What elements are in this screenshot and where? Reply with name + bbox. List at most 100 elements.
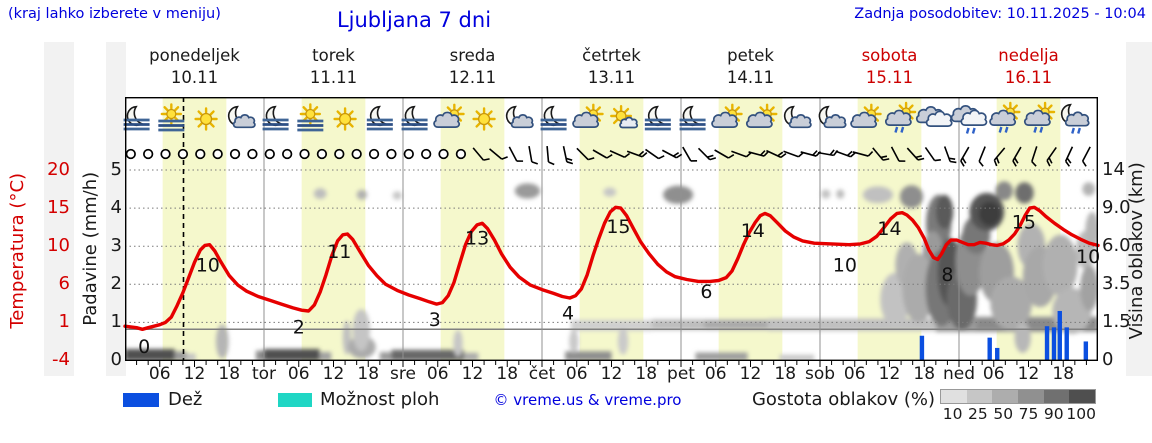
last-update: Zadnja posodobitev: 10.11.2025 - 10:04 — [854, 6, 1146, 22]
precip-tick: 1 — [110, 311, 122, 332]
svg-text:10: 10 — [196, 254, 220, 276]
temp-tick: 20 — [47, 159, 70, 180]
svg-text:10: 10 — [1076, 246, 1100, 268]
weather-icon-moon-fog — [679, 105, 706, 131]
cloudcover-legend-label: Gostota oblakov (%) — [751, 389, 935, 410]
weather-icon-sun-cloud — [572, 103, 604, 128]
weather-icon-sun-cloud-rain — [989, 101, 1021, 133]
temp-tick: -4 — [52, 349, 70, 370]
svg-text:0: 0 — [138, 336, 150, 358]
precip-tick: 3 — [110, 235, 122, 256]
x-day-label: čet — [528, 364, 556, 384]
temp-tick: 1 — [58, 311, 70, 332]
x-day-label: tor — [251, 364, 277, 384]
weather-icon-sun — [333, 107, 357, 131]
weather-icon-sun-cloud-rain — [1024, 101, 1056, 133]
svg-text:14: 14 — [877, 218, 901, 240]
cloudcover-gradient-bar — [940, 389, 1096, 404]
x-day-label: sre — [390, 364, 416, 384]
day-name-sreda: sreda — [449, 46, 496, 65]
day-date-nedelja: 16.11 — [1004, 68, 1053, 87]
day-name-petek: petek — [727, 46, 774, 65]
gradient-step — [941, 390, 967, 403]
weather-icon-moon-cloud — [227, 105, 256, 129]
svg-text:14: 14 — [741, 220, 765, 242]
gradient-value: 25 — [968, 405, 988, 423]
rain-legend-label: Dež — [168, 389, 203, 410]
x-day-label: ned — [942, 364, 976, 384]
x-hour-label: 12 — [322, 364, 345, 384]
weather-icon-cloud-rain — [950, 105, 988, 134]
gradient-value: 75 — [1018, 405, 1039, 423]
weather-icon-moon-fog — [123, 105, 150, 131]
x-hour-label: 06 — [843, 364, 866, 384]
weather-icon-moon-cloud — [505, 105, 534, 129]
gradient-value: 90 — [1043, 405, 1064, 423]
x-hour-label: 06 — [704, 364, 727, 384]
svg-text:15: 15 — [606, 216, 630, 238]
day-name-torek: torek — [312, 46, 355, 65]
x-hour-label: 18 — [635, 364, 658, 384]
temp-tick: 10 — [47, 235, 70, 256]
temp-tick: 15 — [47, 197, 70, 218]
weather-icon-sun-cloud-rain — [885, 101, 917, 133]
weather-icon-moon-fog — [644, 105, 671, 131]
gradient-value: 100 — [1066, 405, 1096, 423]
weather-icon-moon-fog — [262, 105, 289, 131]
weather-icon-sun-cloud-small — [610, 104, 639, 129]
x-hour-label: 12 — [600, 364, 623, 384]
x-hour-label: 12 — [461, 364, 484, 384]
weather-icon-moon-cloud — [783, 105, 812, 129]
x-hour-label: 06 — [565, 364, 588, 384]
gradient-step — [1018, 390, 1044, 403]
weather-icon-sun — [194, 107, 218, 131]
svg-text:10: 10 — [833, 254, 857, 276]
precip-tick: 2 — [110, 273, 122, 294]
day-name-sobota: sobota — [861, 46, 918, 65]
day-name-četrtek: četrtek — [582, 46, 641, 65]
gradient-step — [1069, 390, 1096, 403]
weather-icon-sun-cloud — [711, 103, 743, 128]
svg-text:8: 8 — [941, 264, 953, 286]
weather-icon-moon-fog — [540, 105, 567, 131]
x-day-label: sob — [804, 364, 836, 384]
weather-icon-sun-cloud — [850, 103, 882, 128]
cloudheight-tick: 6.0 — [1102, 235, 1131, 256]
weather-icon-sun-fog — [158, 103, 185, 132]
day-date-sobota: 15.11 — [865, 68, 914, 87]
cloudheight-tick: 3.5 — [1102, 273, 1131, 294]
weather-icon-sun-cloud — [433, 103, 465, 128]
x-hour-label: 12 — [1017, 364, 1040, 384]
x-hour-label: 12 — [739, 364, 762, 384]
gradient-step — [966, 390, 993, 403]
x-hour-label: 18 — [357, 364, 380, 384]
showers-legend-label: Možnost ploh — [320, 389, 440, 410]
svg-text:15: 15 — [1012, 212, 1036, 234]
gradient-value: 50 — [993, 405, 1014, 423]
temp-tick: 6 — [58, 273, 70, 294]
axis-strip-precip — [106, 42, 126, 376]
cloudcover-gradient-values: 10 25 50 75 90 100 — [940, 405, 1096, 423]
svg-text:3: 3 — [429, 309, 441, 331]
day-date-sreda: 12.11 — [448, 68, 497, 87]
copyright-link[interactable]: © vreme.us & vreme.pro — [493, 391, 682, 409]
x-hour-label: 18 — [218, 364, 241, 384]
precip-tick: 5 — [110, 159, 122, 180]
x-hour-label: 18 — [496, 364, 519, 384]
cloudheight-tick: 1.5 — [1102, 311, 1131, 332]
x-hour-label: 18 — [913, 364, 936, 384]
svg-text:2: 2 — [293, 317, 305, 339]
cloudheight-tick: 0 — [1102, 349, 1114, 370]
x-hour-label: 18 — [1052, 364, 1075, 384]
cloudheight-tick: 9.0 — [1102, 197, 1131, 218]
precip-tick: 4 — [110, 197, 122, 218]
cloudheight-tick: 14 — [1102, 159, 1125, 180]
precip-tick: 0 — [110, 349, 122, 370]
meteogram-svg: 0 10 2 11 3 13 4 15 6 14 10 14 8 15 10 — [123, 96, 1100, 367]
x-day-label: pet — [667, 364, 695, 384]
gradient-step — [992, 390, 1019, 403]
wind-row — [125, 145, 1091, 167]
x-hour-label: 06 — [287, 364, 310, 384]
svg-text:4: 4 — [562, 302, 574, 324]
